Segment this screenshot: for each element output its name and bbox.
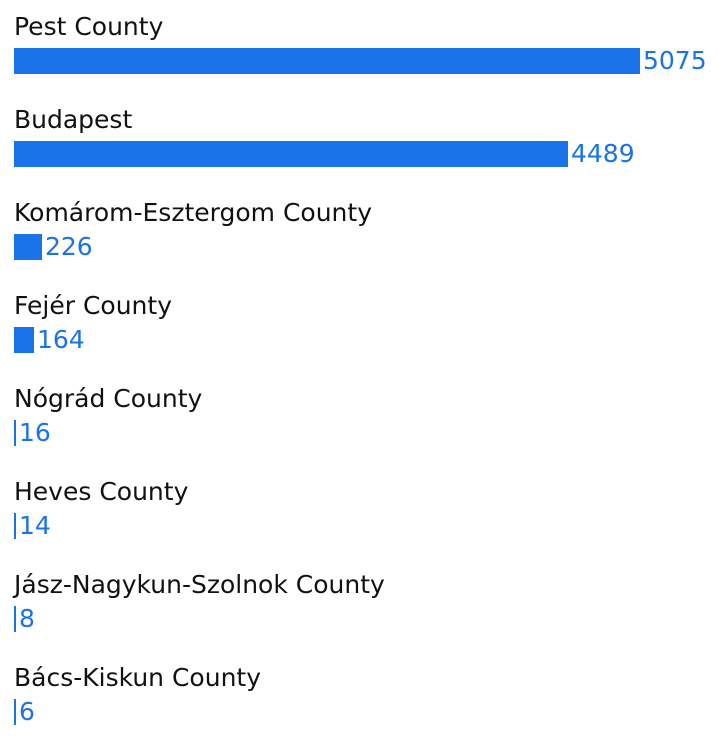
value-label: 6 xyxy=(19,697,35,726)
bar xyxy=(14,420,16,446)
bar-line: 8 xyxy=(14,604,35,634)
bar xyxy=(14,513,16,539)
bar-line: 226 xyxy=(14,232,93,262)
bar-line: 164 xyxy=(14,325,85,355)
bar xyxy=(14,141,568,167)
bar-row: Bács-Kiskun County 6 xyxy=(14,659,718,752)
bar-chart: Pest County 5075 Budapest 4489 Komárom-Eszte… xyxy=(14,8,718,752)
value-label: 14 xyxy=(19,511,51,540)
category-label: Pest County xyxy=(14,12,164,41)
bar-line: 4489 xyxy=(14,139,635,169)
bar-row: Fejér County 164 xyxy=(14,287,718,380)
value-label: 16 xyxy=(19,418,51,447)
bar xyxy=(14,234,42,260)
category-label: Nógrád County xyxy=(14,384,203,413)
bar-row: Jász-Nagykun-Szolnok County 8 xyxy=(14,566,718,659)
category-label: Bács-Kiskun County xyxy=(14,663,262,692)
bar-line: 5075 xyxy=(14,46,707,76)
value-label: 226 xyxy=(45,232,93,261)
bar xyxy=(14,606,16,632)
bar-row: Nógrád County 16 xyxy=(14,380,718,473)
bar-line: 16 xyxy=(14,418,51,448)
value-label: 4489 xyxy=(571,139,635,168)
bar-line: 6 xyxy=(14,697,35,727)
bar xyxy=(14,48,640,74)
category-label: Heves County xyxy=(14,477,189,506)
bar xyxy=(14,699,16,725)
bar xyxy=(14,327,34,353)
bar-row: Budapest 4489 xyxy=(14,101,718,194)
category-label: Budapest xyxy=(14,105,133,134)
bar-row: Heves County 14 xyxy=(14,473,718,566)
value-label: 5075 xyxy=(643,46,707,75)
value-label: 8 xyxy=(19,604,35,633)
bar-line: 14 xyxy=(14,511,51,541)
bar-row: Pest County 5075 xyxy=(14,8,718,101)
category-label: Fejér County xyxy=(14,291,172,320)
bar-row: Komárom-Esztergom County 226 xyxy=(14,194,718,287)
value-label: 164 xyxy=(37,325,85,354)
category-label: Komárom-Esztergom County xyxy=(14,198,372,227)
category-label: Jász-Nagykun-Szolnok County xyxy=(14,570,385,599)
